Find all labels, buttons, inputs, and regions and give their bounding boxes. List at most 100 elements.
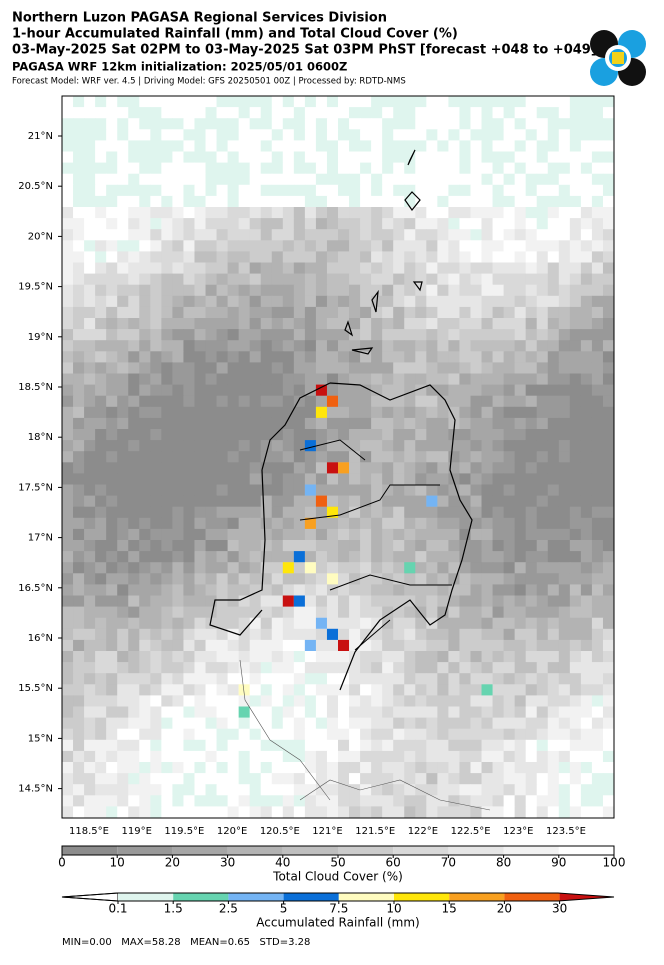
map-cell	[371, 173, 383, 186]
map-cell	[117, 562, 129, 574]
map-cell	[271, 528, 284, 541]
map-cell	[470, 762, 483, 774]
map-cell	[349, 440, 361, 452]
map-cell	[558, 717, 571, 730]
map-cell	[326, 173, 339, 186]
map-cell	[602, 107, 614, 119]
map-cell	[536, 617, 549, 630]
map-cell	[260, 662, 273, 674]
map-cell	[558, 695, 571, 707]
map-cell	[304, 329, 317, 341]
map-cell	[514, 118, 527, 130]
map-cell	[249, 462, 262, 474]
map-cell	[84, 651, 96, 663]
map-cell	[415, 595, 427, 608]
map-cell	[448, 362, 460, 374]
map-cell	[106, 784, 118, 796]
map-cell	[95, 662, 107, 674]
map-cell	[84, 429, 96, 441]
map-cell	[249, 251, 262, 263]
map-cell	[172, 129, 184, 141]
map-cell	[315, 762, 328, 774]
map-cell	[205, 562, 218, 574]
map-cell	[194, 673, 207, 685]
map-cell	[117, 218, 129, 230]
map-cell	[591, 218, 604, 230]
map-cell	[326, 140, 339, 152]
map-cell	[547, 284, 560, 297]
map-cell	[139, 417, 151, 430]
map-cell	[106, 195, 118, 208]
map-cell	[503, 617, 516, 630]
map-cell	[304, 573, 317, 585]
map-cell	[194, 129, 207, 141]
map-cell	[426, 639, 438, 652]
map-cell	[326, 262, 339, 275]
map-cell	[536, 195, 549, 208]
map-cell	[481, 273, 494, 286]
map-cell	[437, 750, 449, 763]
map-cell	[481, 662, 494, 674]
map-cell	[448, 395, 460, 408]
map-cell	[106, 662, 118, 674]
map-cell	[238, 118, 251, 130]
map-cell	[260, 162, 273, 175]
map-cell	[106, 462, 118, 474]
map-cell	[205, 406, 218, 419]
map-cell	[271, 96, 284, 108]
map-cell	[282, 606, 295, 619]
map-cell	[271, 318, 284, 330]
map-cell	[282, 639, 295, 652]
map-cell	[569, 329, 582, 341]
map-cell	[249, 96, 262, 108]
map-cell	[139, 795, 151, 807]
map-cell	[304, 406, 317, 419]
map-cell	[558, 207, 571, 219]
map-cell	[238, 750, 251, 763]
map-cell	[304, 506, 317, 519]
map-cell	[525, 506, 538, 519]
map-cell	[172, 395, 184, 408]
map-cell	[415, 495, 427, 508]
map-cell	[205, 295, 218, 308]
map-cell	[304, 318, 317, 330]
map-cell	[326, 129, 339, 141]
map-cell	[558, 329, 571, 341]
map-cell	[205, 151, 218, 164]
map-cell	[415, 96, 427, 108]
map-cell	[349, 495, 361, 508]
map-cell	[437, 373, 449, 386]
map-cell	[304, 207, 317, 219]
map-cell	[260, 473, 273, 485]
map-cell	[128, 562, 140, 574]
map-cell	[205, 739, 218, 752]
map-cell	[238, 551, 251, 563]
map-cell	[404, 762, 416, 774]
map-cell	[536, 484, 549, 497]
map-cell	[470, 506, 483, 519]
map-cell	[536, 462, 549, 474]
map-cell	[602, 440, 614, 452]
map-cell	[293, 528, 306, 541]
map-cell	[393, 129, 405, 141]
map-cell	[371, 262, 383, 275]
map-cell	[117, 340, 129, 352]
map-cell	[437, 606, 449, 619]
map-cell	[304, 151, 317, 164]
map-cell	[448, 207, 460, 219]
map-cell	[404, 495, 416, 508]
rain-cell	[481, 684, 493, 696]
map-cell	[525, 606, 538, 619]
map-cell	[216, 184, 229, 197]
map-cell	[602, 662, 614, 674]
map-cell	[602, 329, 614, 341]
map-cell	[404, 484, 416, 497]
map-cell	[150, 140, 162, 152]
map-cell	[404, 462, 416, 474]
map-cell	[536, 795, 549, 807]
map-cell	[260, 617, 273, 630]
map-cell	[326, 96, 339, 108]
map-cell	[238, 306, 251, 319]
map-cell	[602, 362, 614, 374]
map-cell	[271, 295, 284, 308]
